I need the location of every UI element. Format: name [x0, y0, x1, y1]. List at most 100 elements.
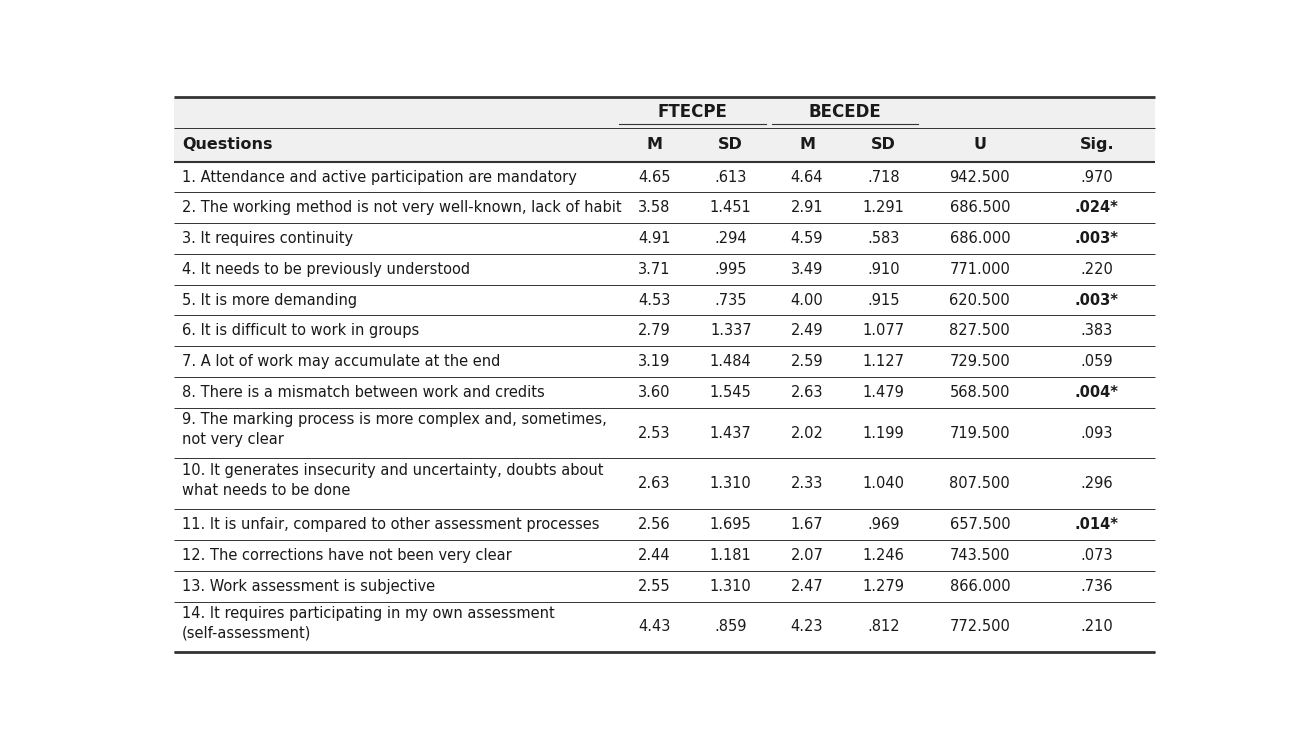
Bar [174, 97, 1156, 128]
Bar [174, 540, 1156, 570]
Text: 4. It needs to be previously understood: 4. It needs to be previously understood [182, 262, 471, 277]
Text: 7. A lot of work may accumulate at the end: 7. A lot of work may accumulate at the e… [182, 354, 501, 369]
Text: .995: .995 [715, 262, 747, 277]
Text: .220: .220 [1080, 262, 1113, 277]
Text: 1.127: 1.127 [863, 354, 904, 369]
Text: 1.437: 1.437 [709, 426, 752, 441]
Text: 4.00: 4.00 [791, 292, 824, 308]
Text: .718: .718 [866, 170, 900, 184]
Bar [174, 407, 1156, 458]
Text: .073: .073 [1080, 548, 1113, 563]
Text: M: M [799, 137, 815, 152]
Text: 686.500: 686.500 [949, 200, 1010, 215]
Text: 12. The corrections have not been very clear: 12. The corrections have not been very c… [182, 548, 512, 563]
Text: Questions: Questions [182, 137, 272, 152]
Bar [174, 377, 1156, 407]
Text: 1.040: 1.040 [863, 476, 904, 492]
Text: .859: .859 [715, 619, 747, 635]
Text: .812: .812 [866, 619, 900, 635]
Text: .003*: .003* [1075, 231, 1119, 246]
Text: 3. It requires continuity: 3. It requires continuity [182, 231, 353, 246]
Bar [174, 162, 1156, 193]
Text: 1.246: 1.246 [863, 548, 904, 563]
Text: 14. It requires participating in my own assessment
(self-assessment): 14. It requires participating in my own … [182, 606, 555, 641]
Bar [174, 458, 1156, 509]
Text: FTECPE: FTECPE [658, 103, 728, 122]
Text: 2.91: 2.91 [791, 200, 824, 215]
Text: 10. It generates insecurity and uncertainty, doubts about
what needs to be done: 10. It generates insecurity and uncertai… [182, 463, 603, 498]
Text: 3.58: 3.58 [638, 200, 671, 215]
Text: .969: .969 [866, 517, 900, 532]
Text: 4.91: 4.91 [638, 231, 671, 246]
Text: .910: .910 [866, 262, 900, 277]
Text: 743.500: 743.500 [949, 548, 1010, 563]
Text: .915: .915 [866, 292, 900, 308]
Bar [174, 254, 1156, 285]
Text: 719.500: 719.500 [949, 426, 1010, 441]
Text: M: M [646, 137, 663, 152]
Text: 2.55: 2.55 [638, 579, 671, 593]
Text: 4.53: 4.53 [638, 292, 671, 308]
Text: 3.60: 3.60 [638, 384, 671, 400]
Text: 686.000: 686.000 [949, 231, 1010, 246]
Bar [174, 193, 1156, 223]
Text: .003*: .003* [1075, 292, 1119, 308]
Text: 1.545: 1.545 [709, 384, 752, 400]
Text: 1.484: 1.484 [709, 354, 752, 369]
Text: 771.000: 771.000 [949, 262, 1010, 277]
Text: 1.291: 1.291 [863, 200, 904, 215]
Text: 1. Attendance and active participation are mandatory: 1. Attendance and active participation a… [182, 170, 577, 184]
Bar [174, 315, 1156, 346]
Text: .014*: .014* [1075, 517, 1119, 532]
Text: .613: .613 [715, 170, 747, 184]
Text: 3.71: 3.71 [638, 262, 671, 277]
Text: .970: .970 [1080, 170, 1113, 184]
Text: 8. There is a mismatch between work and credits: 8. There is a mismatch between work and … [182, 384, 545, 400]
Text: 13. Work assessment is subjective: 13. Work assessment is subjective [182, 579, 436, 593]
Text: 866.000: 866.000 [949, 579, 1010, 593]
Text: 4.59: 4.59 [791, 231, 824, 246]
Text: 4.65: 4.65 [638, 170, 671, 184]
Text: 4.23: 4.23 [791, 619, 824, 635]
Bar [174, 285, 1156, 315]
Text: 1.279: 1.279 [863, 579, 904, 593]
Text: .296: .296 [1080, 476, 1113, 492]
Text: .383: .383 [1080, 323, 1113, 338]
Text: 5. It is more demanding: 5. It is more demanding [182, 292, 358, 308]
Text: 2.44: 2.44 [638, 548, 671, 563]
Text: 11. It is unfair, compared to other assessment processes: 11. It is unfair, compared to other asse… [182, 517, 599, 532]
Text: 657.500: 657.500 [949, 517, 1010, 532]
Text: 772.500: 772.500 [949, 619, 1010, 635]
Text: .735: .735 [715, 292, 747, 308]
Text: 2.79: 2.79 [638, 323, 671, 338]
Text: .210: .210 [1080, 619, 1113, 635]
Text: 1.337: 1.337 [709, 323, 751, 338]
Bar [174, 601, 1156, 652]
Text: 2.63: 2.63 [791, 384, 824, 400]
Text: 1.310: 1.310 [709, 579, 752, 593]
Text: 3.49: 3.49 [791, 262, 824, 277]
Text: .294: .294 [715, 231, 747, 246]
Text: 1.077: 1.077 [863, 323, 904, 338]
Text: 1.451: 1.451 [709, 200, 752, 215]
Text: 568.500: 568.500 [949, 384, 1010, 400]
Text: 1.479: 1.479 [863, 384, 904, 400]
Text: 729.500: 729.500 [949, 354, 1010, 369]
Text: 2.07: 2.07 [791, 548, 824, 563]
Text: 620.500: 620.500 [949, 292, 1010, 308]
Text: 9. The marking process is more complex and, sometimes,
not very clear: 9. The marking process is more complex a… [182, 413, 607, 447]
Text: .093: .093 [1080, 426, 1113, 441]
Text: 807.500: 807.500 [949, 476, 1010, 492]
Text: 1.67: 1.67 [791, 517, 824, 532]
Text: 2.47: 2.47 [791, 579, 824, 593]
Bar [174, 346, 1156, 377]
Text: 1.199: 1.199 [863, 426, 904, 441]
Text: 1.695: 1.695 [709, 517, 752, 532]
Text: .583: .583 [868, 231, 900, 246]
Text: .024*: .024* [1075, 200, 1119, 215]
Text: 2.49: 2.49 [791, 323, 824, 338]
Text: SD: SD [719, 137, 743, 152]
Text: .059: .059 [1080, 354, 1113, 369]
Bar [174, 570, 1156, 601]
Text: .736: .736 [1080, 579, 1113, 593]
